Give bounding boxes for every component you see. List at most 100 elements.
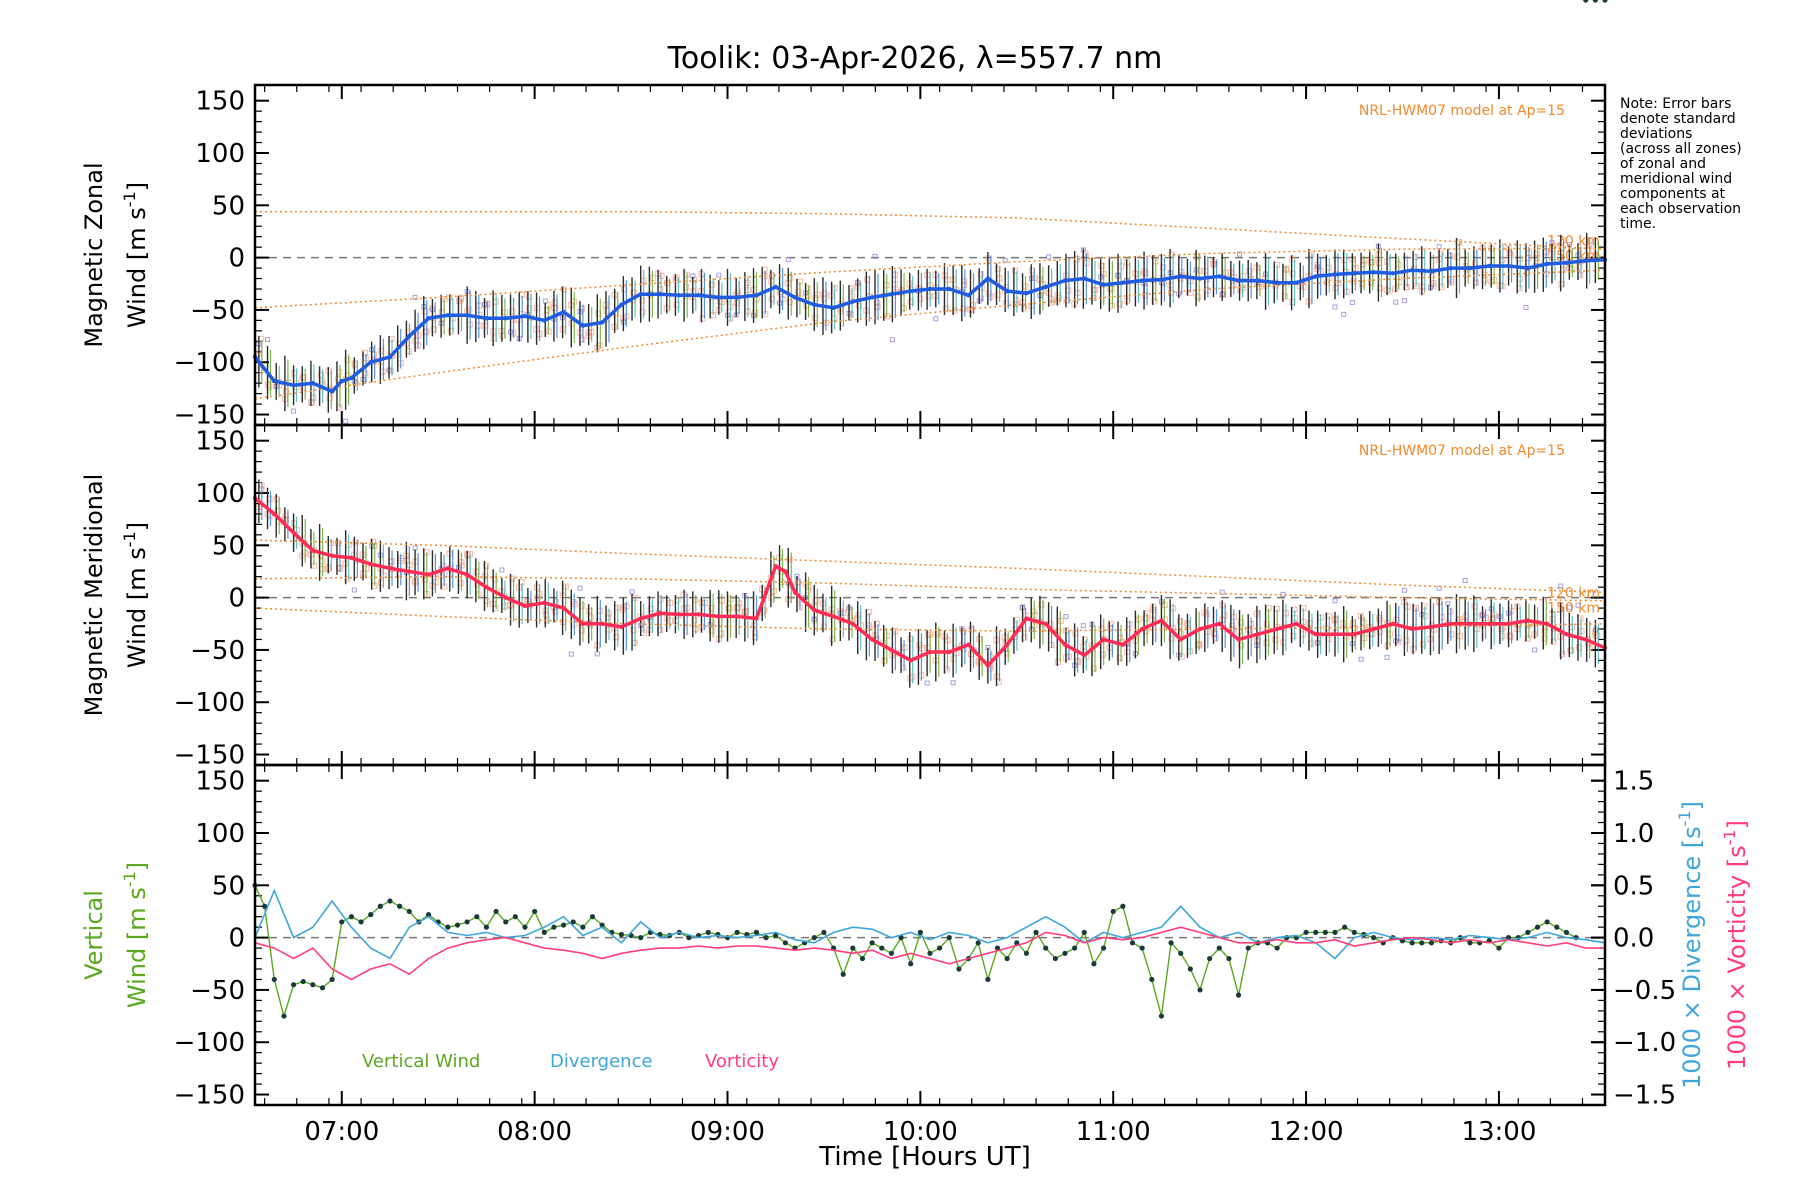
vertical-wind-point	[580, 924, 586, 930]
wind-point	[291, 383, 296, 388]
wind-point	[1178, 637, 1183, 642]
zone-point	[1272, 636, 1279, 643]
vertical-ylabel-line1: Vertical	[80, 890, 108, 980]
zone-point	[317, 371, 325, 378]
vertical-ylabel-close: ]	[123, 862, 151, 871]
wind-point	[773, 564, 778, 569]
right-y-tick-label: −1.0	[1613, 1028, 1676, 1058]
vertical-wind-point	[1120, 903, 1126, 909]
wind-point	[1024, 290, 1029, 296]
wind-point	[445, 312, 451, 318]
wind-point	[272, 511, 277, 517]
wind-point	[677, 612, 682, 617]
vertical-wind-point	[522, 924, 528, 930]
y-tick-label: −100	[174, 688, 245, 718]
vertical-panel: 150 100 50 0 −50 −100 −150 1.5 1.0 0.5 0.0 −0.5 −1.0…	[174, 0, 1676, 1147]
wind-point	[1487, 621, 1492, 626]
wind-point	[1332, 272, 1338, 277]
legend-vorticity: Vorticity	[705, 1051, 779, 1072]
vertical-wind-point	[898, 935, 904, 941]
wind-point	[1506, 263, 1511, 269]
wind-point	[831, 305, 836, 311]
wind-point	[1564, 260, 1569, 266]
wind-point	[927, 649, 933, 655]
zonal-ylabel-close: ]	[123, 182, 151, 191]
wind-point	[927, 286, 933, 292]
vertical-wind-point	[773, 932, 779, 939]
vertical-wind-point	[956, 966, 962, 972]
vertical-wind-point	[493, 908, 499, 915]
note-line: deviations	[1620, 126, 1692, 142]
wind-point	[1429, 624, 1434, 630]
zone-point	[872, 253, 878, 259]
wind-point	[657, 611, 663, 616]
divergence-axis-text: 1000 × Divergence [s	[1678, 826, 1706, 1089]
vertical-wind-point	[1342, 924, 1348, 930]
zone-point	[1541, 627, 1548, 634]
vertical-wind-point	[686, 935, 692, 941]
wind-point	[522, 314, 528, 319]
meridional-ylabel-line2: Wind [m s	[123, 547, 151, 668]
wind-point	[464, 312, 470, 318]
wind-point	[368, 561, 373, 567]
wind-point	[619, 302, 624, 307]
note-line: meridional wind	[1620, 171, 1732, 187]
zone-point	[673, 301, 680, 308]
wind-point	[1139, 278, 1145, 283]
vertical-wind-point	[1322, 929, 1328, 935]
vertical-wind-point	[1419, 940, 1425, 946]
wind-point	[792, 295, 798, 300]
vertical-wind-point	[339, 919, 345, 925]
zone-point	[1116, 654, 1123, 661]
zone-point	[1559, 651, 1566, 658]
wind-point	[947, 649, 952, 655]
vertical-wind-point	[1351, 929, 1357, 935]
model-line	[254, 269, 1606, 400]
wind-point	[1390, 621, 1396, 626]
wind-point	[329, 553, 335, 558]
vertical-wind-point	[705, 929, 711, 935]
zone-point	[1229, 622, 1236, 629]
zone-point	[430, 326, 438, 333]
note-line: each observation	[1620, 201, 1741, 217]
zone-point	[1090, 294, 1097, 302]
vertical-wind-point	[474, 914, 480, 920]
right-y-tick-label: 1.0	[1613, 819, 1654, 849]
zone-point	[1011, 267, 1019, 274]
vertical-wind-point	[927, 950, 933, 956]
zonal-ylabel-sup: -1	[120, 191, 139, 207]
zone-point	[708, 281, 715, 288]
wind-point	[522, 603, 528, 609]
wind-point	[754, 293, 759, 298]
vertical-wind-point	[445, 924, 451, 930]
vertical-wind-point	[570, 919, 576, 925]
zone-point	[1566, 604, 1572, 610]
zone-point	[647, 605, 655, 613]
wind-point	[763, 590, 769, 595]
wind-point	[715, 295, 721, 300]
wind-point	[561, 605, 566, 611]
zonal-ylabel-2: Wind [m s-1]	[120, 182, 151, 328]
wind-point	[1294, 621, 1299, 626]
vertical-wind-point	[638, 935, 644, 941]
wind-point	[542, 318, 547, 323]
zone-point	[1090, 665, 1097, 672]
y-tick-label: −50	[190, 296, 245, 326]
zone-point	[552, 305, 559, 312]
wind-point	[657, 292, 663, 297]
meridional-ylabel-2: Wind [m s-1]	[120, 522, 151, 668]
vertical-ylabel-2: Wind [m s-1]	[120, 862, 151, 1008]
wind-point	[966, 642, 971, 647]
wind-point	[1217, 621, 1222, 626]
vertical-wind-point	[397, 903, 403, 909]
vertical-wind-point	[1197, 987, 1203, 993]
zone-point	[1585, 246, 1592, 253]
wind-point	[1139, 626, 1145, 632]
vertical-wind-point	[406, 908, 412, 915]
wind-point	[812, 607, 817, 613]
zone-point	[1046, 254, 1052, 260]
vertical-wind-point	[859, 955, 866, 962]
y-tick-label: 100	[195, 819, 245, 849]
vertical-wind-point	[599, 922, 605, 928]
x-tick-label: 08:00	[497, 1117, 572, 1147]
